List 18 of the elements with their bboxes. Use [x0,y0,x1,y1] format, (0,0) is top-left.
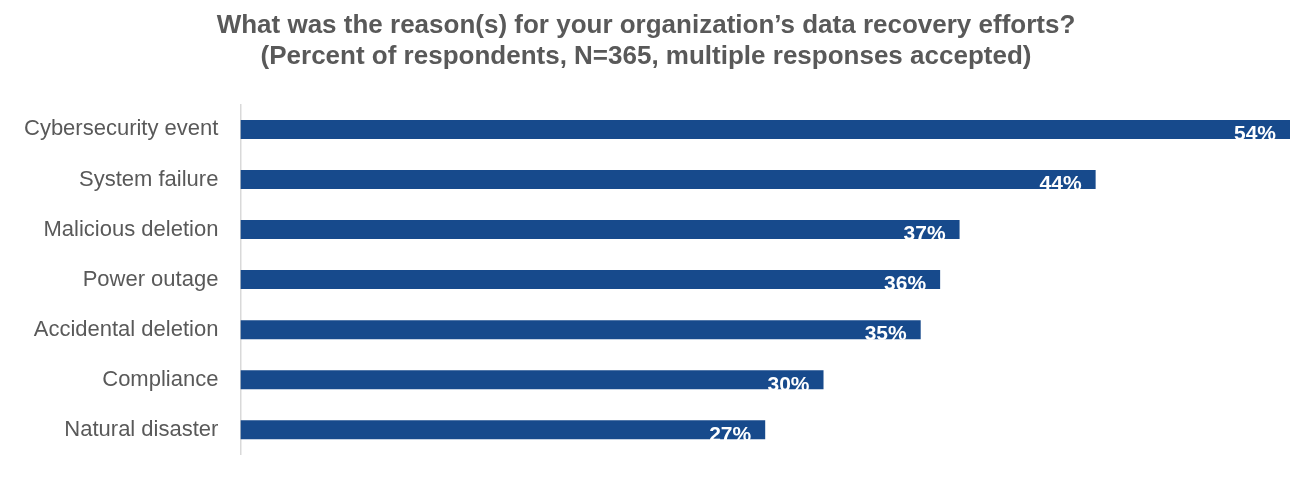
y-tick-label: Natural disaster [64,415,219,441]
y-tick-label: Cybersecurity event [23,115,219,141]
data-label: 44% [1039,171,1082,195]
y-tick-label: System failure [79,165,219,191]
bar [240,320,921,340]
y-tick-label: Accidental deletion [33,315,219,341]
bar [240,420,766,440]
y-tick-label: Power outage [82,265,219,291]
chart-title: What was the reason(s) for your organization’s data recovery efforts? (Percent of respondents, N=365, multiple responses accepted) [216,8,1076,70]
data-label: 54% [1233,121,1277,145]
bar [240,220,960,240]
bar [240,169,1096,189]
y-tick-label: Malicious deletion [43,215,219,241]
bar [240,119,1290,139]
bar [240,270,941,290]
data-label: 35% [864,321,908,345]
y-tick-label: Compliance [102,365,219,391]
bar [240,370,824,390]
